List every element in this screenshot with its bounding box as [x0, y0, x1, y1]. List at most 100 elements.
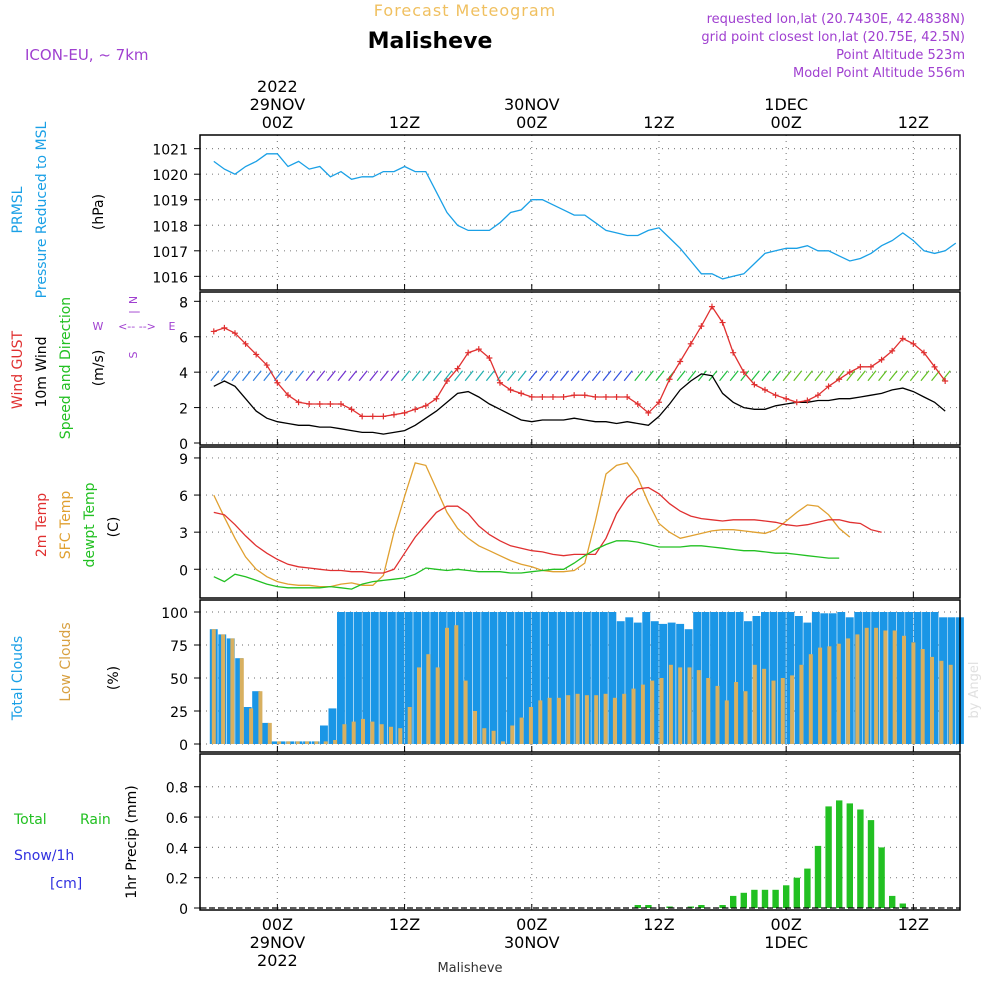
gust-marker: [443, 378, 450, 385]
total-cloud-bar: [379, 612, 388, 744]
gust-marker: [899, 335, 906, 342]
low-cloud-bar: [314, 741, 319, 744]
gust-marker: [867, 363, 874, 370]
time-label: 12Z: [643, 915, 674, 934]
low-cloud-bar: [687, 667, 692, 744]
low-cloud-bar: [743, 691, 748, 744]
wind-arrow: [517, 370, 527, 382]
wind-arrow: [655, 370, 665, 382]
total-cloud-bar: [532, 612, 540, 744]
total-cloud-bar: [896, 612, 905, 744]
total-cloud-bar: [803, 622, 812, 744]
gust-marker: [751, 381, 758, 388]
gust-marker: [390, 411, 397, 418]
total-cloud-bar: [481, 612, 490, 744]
gust-line: [213, 305, 946, 418]
total-cloud-bar: [557, 612, 566, 744]
wind-10m-label: 10m Wind: [34, 336, 50, 407]
prmsl-label-long: Pressure Reduced to MSL: [34, 121, 50, 298]
y-tick-label: 0: [179, 437, 188, 453]
gust-marker: [708, 303, 715, 310]
low-cloud-bar: [631, 688, 636, 744]
y-tick-label: 1020: [152, 168, 188, 184]
wind-arrow: [719, 370, 729, 382]
total-cloud-bar: [616, 621, 625, 744]
low-cloud-bar: [808, 654, 813, 744]
panel-frame: [199, 446, 961, 599]
low-cloud-bar: [323, 741, 328, 744]
wind-arrow: [899, 370, 909, 382]
total-cloud-bar: [362, 612, 371, 744]
total-cloud-bar: [370, 612, 379, 744]
total-cloud-bar: [608, 612, 617, 744]
total-cloud-bar: [260, 722, 269, 744]
prmsl-unit: (hPa): [91, 194, 107, 230]
wind-arrow: [326, 370, 336, 382]
low-cloud-bar: [678, 667, 683, 744]
total-cloud-bar: [828, 613, 837, 744]
gust-marker: [348, 406, 355, 413]
total-cloud-bar: [574, 612, 583, 744]
total-cloud-bar: [328, 708, 337, 744]
low-cloud-bar: [612, 697, 617, 744]
requested-coords: requested lon,lat (20.7430E, 42.4838N): [707, 12, 965, 27]
time-label: 29NOV: [250, 95, 306, 114]
wind-arrow: [825, 370, 835, 382]
precip-total-label: Total: [13, 812, 47, 828]
panel-pressure: 1016 1017 1018 1019 1020 1021: [152, 134, 961, 291]
low-cloud-bar: [762, 668, 767, 744]
gust-marker: [380, 413, 387, 420]
low-cloud-bar: [435, 667, 440, 744]
total-cloud-bar: [506, 612, 515, 744]
time-label: 00Z: [771, 113, 802, 132]
low-cloud-bar: [724, 700, 729, 744]
gust-marker: [920, 349, 927, 356]
wind-dir-label: Speed and Direction: [58, 297, 74, 439]
time-label: 12Z: [643, 113, 674, 132]
gust-marker: [655, 399, 662, 406]
total-cloud-bar: [421, 612, 430, 744]
low-cloud-bar: [818, 647, 823, 744]
gust-marker: [793, 399, 800, 406]
low-cloud-bar: [920, 649, 925, 744]
gust-marker: [263, 362, 270, 369]
low-cloud-bar: [594, 695, 599, 744]
rain-bar: [793, 877, 800, 908]
total-cloud-bar: [582, 612, 591, 744]
low-cloud-bar: [463, 680, 468, 744]
gust-marker: [931, 363, 938, 370]
total-cloud-bar: [769, 612, 778, 744]
temp-2m-label: 2m Temp: [34, 493, 50, 557]
low-cloud-bar: [547, 697, 552, 744]
low-cloud-bar: [715, 685, 720, 744]
low-cloud-bar: [528, 707, 533, 744]
gust-marker: [581, 392, 588, 399]
gust-marker: [295, 399, 302, 406]
t2m-line: [213, 486, 882, 574]
panel-temperature: 0 3 6 9: [179, 446, 961, 599]
wind-arrow: [252, 370, 262, 382]
time-label: 29NOV: [250, 933, 306, 952]
wind-arrow: [623, 370, 633, 382]
wind-arrow: [220, 370, 230, 382]
wind-arrow: [295, 370, 305, 382]
rain-bar: [761, 889, 769, 908]
clouds-total-label: Total Clouds: [10, 636, 26, 721]
compass-we-line: <-- -->: [118, 320, 156, 333]
low-cloud-bar: [211, 629, 216, 744]
rain-bar: [846, 803, 853, 908]
y-tick-label: 25: [170, 705, 188, 721]
y-tick-label: 6: [179, 331, 188, 347]
gust-marker: [359, 413, 366, 420]
y-tick-label: 3: [179, 526, 188, 542]
wind-arrow: [379, 370, 389, 382]
low-cloud-bar: [249, 708, 254, 744]
wind-arrow: [528, 370, 538, 382]
low-cloud-bar: [445, 627, 449, 744]
gridpoint-coords: grid point closest lon,lat (20.75E, 42.5…: [701, 30, 965, 45]
time-label: 00Z: [516, 113, 547, 132]
precip-rain-label: Rain: [80, 812, 111, 828]
wind-arrow: [634, 370, 644, 382]
